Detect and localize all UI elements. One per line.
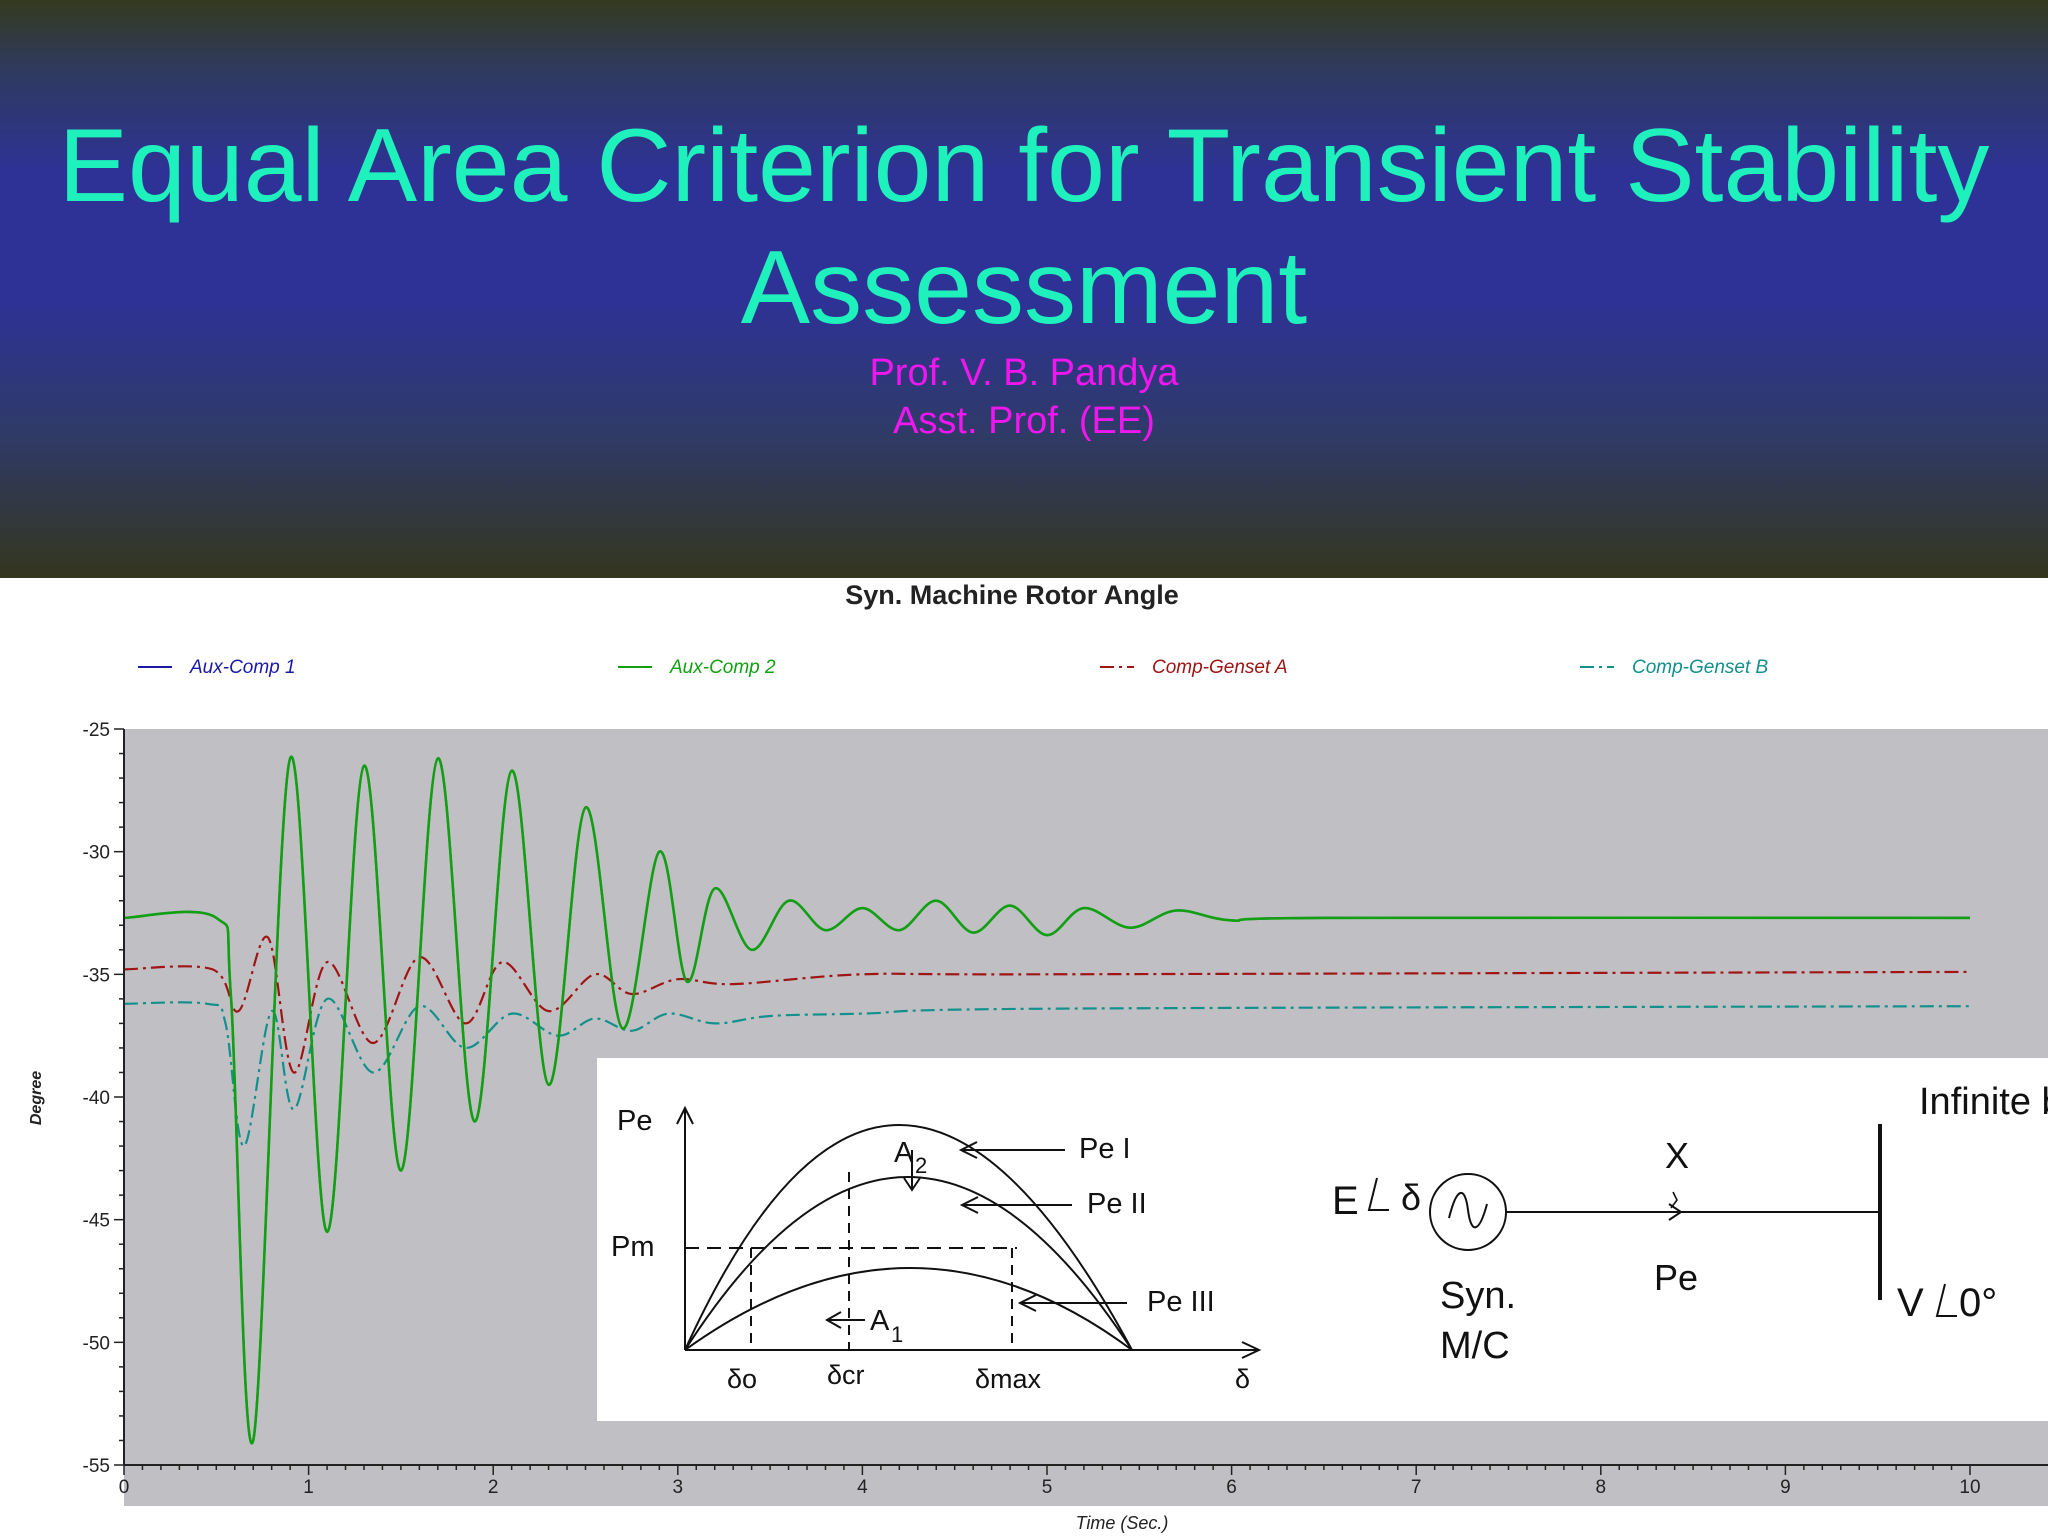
x-tick-label: 10 <box>1959 1477 1980 1498</box>
delta-o-label: δo <box>727 1364 757 1394</box>
y-tick-label: -35 <box>83 965 110 986</box>
series-line-aux-comp-2 <box>123 755 1971 1445</box>
x-tick-label: 8 <box>1596 1477 1607 1498</box>
a1-label-letter: A <box>870 1305 890 1337</box>
a2-label-subscript: 2 <box>915 1153 927 1178</box>
x-tick-label: 2 <box>488 1477 499 1498</box>
y-tick-label: -50 <box>83 1333 110 1354</box>
pe-i-curve <box>684 1124 1133 1351</box>
pe-iii-curve <box>684 1267 1133 1351</box>
infinite-bus-label: Infinite bus <box>1919 1081 2048 1123</box>
x-tick-label: 1 <box>303 1477 314 1498</box>
mc-label: M/C <box>1440 1325 1510 1367</box>
reactance-symbol <box>1670 1191 1678 1209</box>
legend-label-comp-genset-b: Comp-Genset B <box>1632 657 1769 678</box>
e-angle-label: δ <box>1401 1177 1421 1218</box>
chart-legend: Aux-Comp 1 Aux-Comp 2 Comp-Genset A Comp-Ge… <box>138 657 1769 678</box>
delta-max-label: δmax <box>975 1364 1042 1394</box>
pe-axis-label: Pe <box>617 1105 652 1137</box>
pm-label: Pm <box>611 1231 655 1263</box>
equal-area-inset: Pe Pm Pe I Pe II Pe III A 2 A 1 δo δcr δ… <box>597 1058 2048 1421</box>
x-tick-label: 6 <box>1226 1477 1237 1498</box>
a2-pointer-head <box>903 1177 921 1192</box>
pe-iii-label: Pe III <box>1147 1286 1215 1318</box>
axes-layer: 0 1 2 3 4 5 6 7 8 9 10 -25 -30 -35 -40 -45 -50 -55 <box>83 720 2048 1498</box>
v-label: V <box>1897 1281 1924 1325</box>
chart-title: Syn. Machine Rotor Angle <box>845 580 1179 610</box>
x-tick-label: 5 <box>1042 1477 1053 1498</box>
pe-ii-curve <box>684 1176 1133 1351</box>
pe-i-label: Pe I <box>1079 1133 1131 1165</box>
x-tick-label: 4 <box>857 1477 868 1498</box>
author-name: Prof. V. B. Pandya <box>869 352 1179 394</box>
inset-pe-axis-arrow <box>676 1105 694 1125</box>
x-tick-label: 9 <box>1780 1477 1791 1498</box>
a1-pointer-head <box>824 1311 842 1329</box>
e-angle-symbol <box>1367 1177 1389 1211</box>
y-tick-label: -30 <box>83 843 110 864</box>
slide-header: Equal Area Criterion for Transient Stabi… <box>0 0 2048 578</box>
legend-label-comp-genset-a: Comp-Genset A <box>1152 657 1288 678</box>
pe-ii-leader-head <box>959 1196 979 1214</box>
y-tick-label: -55 <box>83 1456 110 1477</box>
a1-label-subscript: 1 <box>891 1322 903 1347</box>
pe-i-leader-head <box>958 1141 978 1159</box>
series-layer <box>123 755 1971 1445</box>
pe-ii-label: Pe II <box>1087 1188 1147 1220</box>
delta-axis-label: δ <box>1235 1364 1250 1394</box>
y-tick-label: -40 <box>83 1088 110 1109</box>
x-tick-label: 7 <box>1411 1477 1422 1498</box>
pe-flow-label: Pe <box>1654 1257 1698 1298</box>
series-line-comp-genset-b <box>123 997 1971 1148</box>
syn-label: Syn. <box>1440 1275 1516 1317</box>
pe-iii-leader-head <box>1017 1294 1037 1312</box>
x-axis-label: Time (Sec.) <box>1076 1513 1169 1533</box>
inset-background <box>597 1058 2048 1421</box>
sine-icon <box>1448 1191 1488 1229</box>
v-angle-symbol <box>1935 1283 1957 1317</box>
y-tick-label: -45 <box>83 1211 110 1232</box>
v-angle-label: 0° <box>1959 1281 1997 1325</box>
x-tick-label: 0 <box>119 1477 130 1498</box>
legend-label-aux-comp-2: Aux-Comp 2 <box>669 657 776 678</box>
y-axis-label: Degree <box>28 1071 45 1125</box>
rotor-angle-chart: Syn. Machine Rotor Angle Aux-Comp 1 Aux-C… <box>0 578 2048 1536</box>
slide-title-line-2: Assessment <box>740 230 1308 346</box>
slide-title-line-1: Equal Area Criterion for Transient Stabi… <box>58 108 1990 224</box>
legend-label-aux-comp-1: Aux-Comp 1 <box>189 657 296 678</box>
delta-cr-label: δcr <box>827 1360 865 1390</box>
x-tick-label: 3 <box>673 1477 684 1498</box>
e-label: E <box>1332 1179 1359 1223</box>
a2-label-letter: A <box>894 1137 914 1169</box>
author-role: Asst. Prof. (EE) <box>893 400 1155 442</box>
y-tick-label: -25 <box>83 720 110 741</box>
inset-delta-axis-arrow <box>1241 1341 1262 1359</box>
x-label: X <box>1665 1135 1689 1176</box>
